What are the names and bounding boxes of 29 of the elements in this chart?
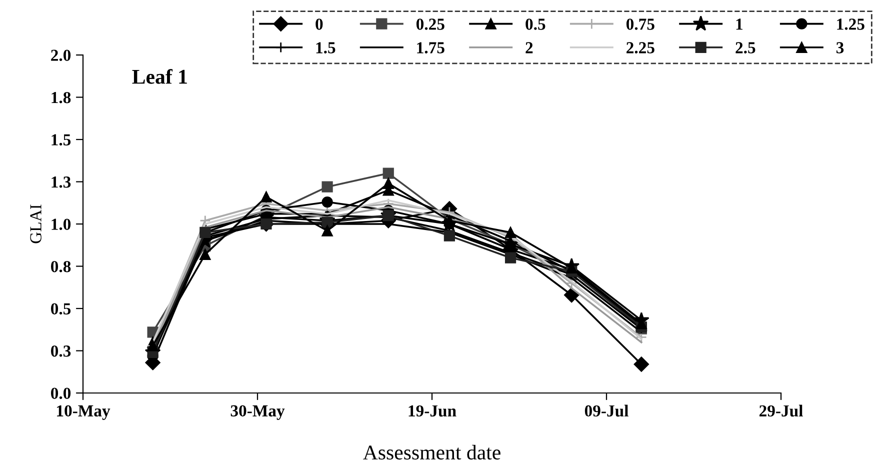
y-tick-label: 1.3 <box>52 176 71 188</box>
legend-label: 0.75 <box>626 18 654 30</box>
legend-label: 1.5 <box>316 42 336 54</box>
y-tick-label: 0.3 <box>50 345 71 357</box>
x-tick-label: 29-Jul <box>759 404 803 417</box>
legend-label: 2.5 <box>736 42 756 54</box>
text: Leaf 1 <box>132 69 187 84</box>
y-tick-label: 0.5 <box>50 303 71 315</box>
x-axis-title: Assessment date <box>363 444 500 460</box>
y-tick-label: 1.8 <box>52 92 71 104</box>
x-tick-label: 10-May <box>57 405 110 420</box>
x-tick-label: 30-May <box>230 405 285 420</box>
legend-label: 0 <box>316 18 323 30</box>
legend-label: 0.5 <box>526 18 546 30</box>
x-tick-label: 19-Jun <box>408 405 456 417</box>
legend-label: 2 <box>526 42 533 54</box>
legend-label: 1.25 <box>837 18 864 30</box>
legend-label: 1.75 <box>417 42 444 54</box>
x-tick-label: 09-Jul <box>584 404 628 417</box>
y-tick-label: 0.8 <box>50 260 71 272</box>
y-tick-label: 0.0 <box>50 388 71 400</box>
legend-label: 2.25 <box>626 42 654 54</box>
y-tick-label: 2.0 <box>51 50 71 62</box>
legend-label: 0.25 <box>416 18 444 30</box>
legend-label: 3 <box>836 42 844 54</box>
y-tick-label: 1.5 <box>52 134 71 146</box>
y-axis-title: GLAI <box>30 204 42 244</box>
legend-label: 1 <box>736 18 742 30</box>
y-tick-label: 1.0 <box>52 218 71 230</box>
